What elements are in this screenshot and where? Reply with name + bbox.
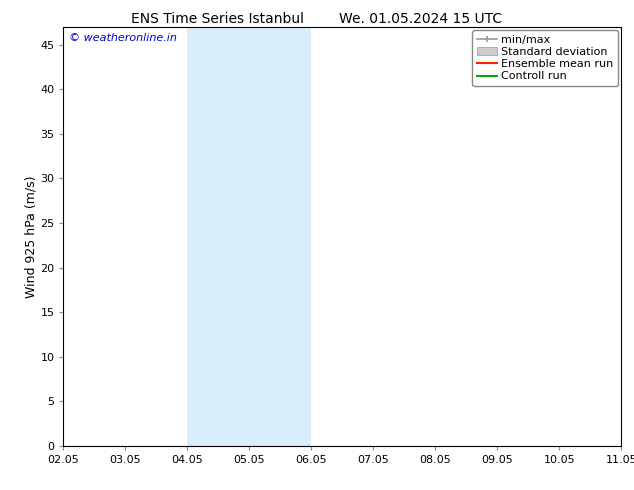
Y-axis label: Wind 925 hPa (m/s): Wind 925 hPa (m/s): [25, 175, 37, 298]
Text: ENS Time Series Istanbul        We. 01.05.2024 15 UTC: ENS Time Series Istanbul We. 01.05.2024 …: [131, 12, 503, 26]
Text: © weatheronline.in: © weatheronline.in: [69, 33, 177, 43]
Bar: [188, 27, 311, 446]
Legend: min/max, Standard deviation, Ensemble mean run, Controll run: min/max, Standard deviation, Ensemble me…: [472, 30, 618, 86]
Bar: [621, 27, 634, 446]
